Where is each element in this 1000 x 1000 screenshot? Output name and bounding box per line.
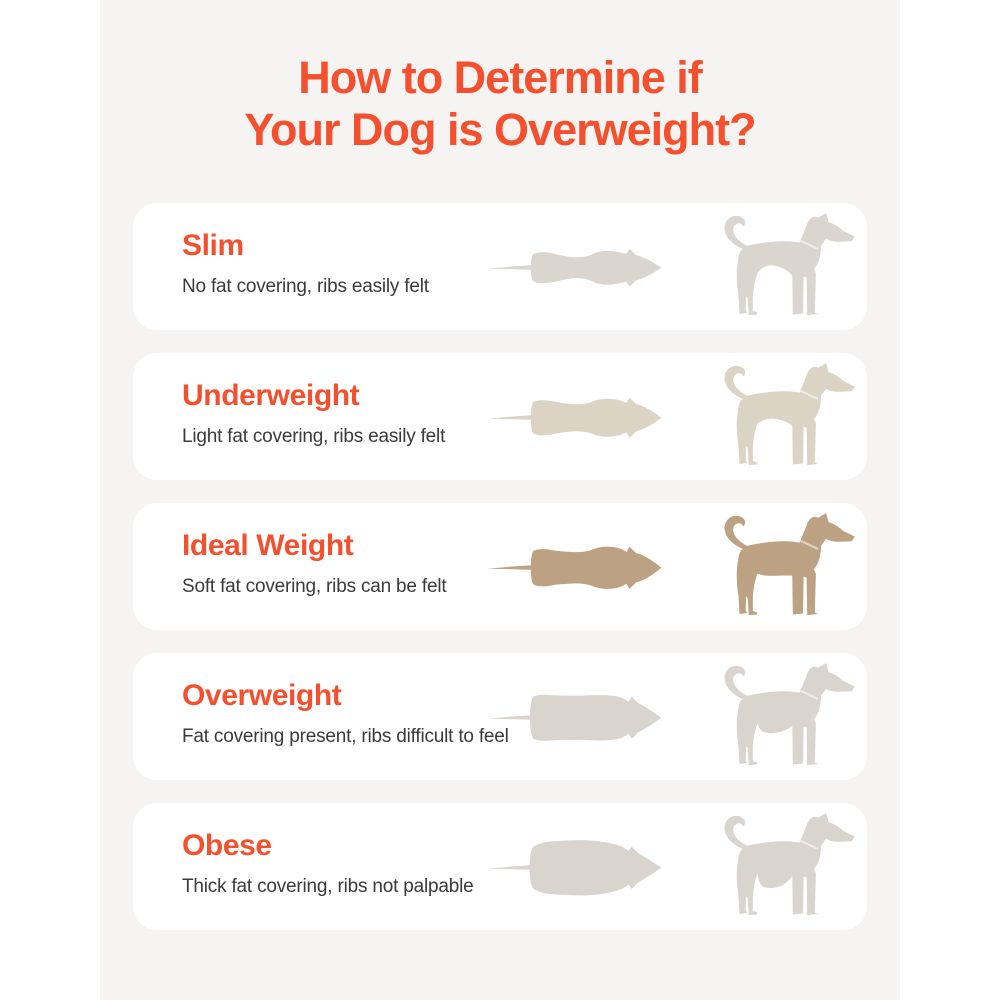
card-title: Slim: [182, 229, 244, 262]
card-slim: Slim No fat covering, ribs easily felt: [133, 203, 867, 330]
card-underweight: Underweight Light fat covering, ribs eas…: [133, 353, 867, 480]
card-description: Thick fat covering, ribs not palpable: [182, 876, 474, 897]
page-title: How to Determine if Your Dog is Overweig…: [100, 52, 900, 156]
dog-top-view-icon: [485, 684, 675, 752]
weight-category-list: Slim No fat covering, ribs easily felt U…: [133, 203, 867, 930]
card-description: Light fat covering, ribs easily felt: [182, 426, 446, 447]
card-title: Ideal Weight: [182, 529, 354, 562]
card-text-block: Overweight Fat covering present, ribs di…: [182, 679, 509, 748]
dog-top-view-icon: [485, 384, 675, 452]
page-title-line1: How to Determine if: [298, 52, 703, 103]
collar-line: [800, 539, 819, 550]
card-title: Obese: [182, 829, 272, 862]
card-obese: Obese Thick fat covering, ribs not palpa…: [133, 803, 867, 930]
card-ideal-weight: Ideal Weight Soft fat covering, ribs can…: [133, 503, 867, 630]
card-description: Soft fat covering, ribs can be felt: [182, 576, 447, 597]
collar-line: [800, 689, 819, 700]
dog-side-view-icon: [698, 660, 862, 773]
infographic-canvas: How to Determine if Your Dog is Overweig…: [100, 0, 900, 1000]
dog-side-view-icon: [698, 810, 862, 923]
page-title-line2: Your Dog is Overweight?: [244, 104, 756, 155]
dog-side-view-icon: [698, 510, 862, 623]
dog-side-view-icon: [698, 210, 862, 323]
dog-top-view-icon: [485, 834, 675, 902]
collar-line: [800, 839, 819, 850]
dog-side-view-icon: [698, 360, 862, 473]
card-overweight: Overweight Fat covering present, ribs di…: [133, 653, 867, 780]
dog-top-view-icon: [485, 534, 675, 602]
card-description: Fat covering present, ribs difficult to …: [182, 726, 509, 747]
card-title: Overweight: [182, 679, 342, 712]
collar-line: [800, 389, 819, 400]
dog-top-view-icon: [485, 234, 675, 302]
card-text-block: Slim No fat covering, ribs easily felt: [182, 229, 429, 298]
card-text-block: Obese Thick fat covering, ribs not palpa…: [182, 829, 474, 898]
collar-line: [800, 239, 819, 250]
card-title: Underweight: [182, 379, 360, 412]
card-text-block: Ideal Weight Soft fat covering, ribs can…: [182, 529, 447, 598]
card-description: No fat covering, ribs easily felt: [182, 276, 429, 297]
card-text-block: Underweight Light fat covering, ribs eas…: [182, 379, 445, 448]
